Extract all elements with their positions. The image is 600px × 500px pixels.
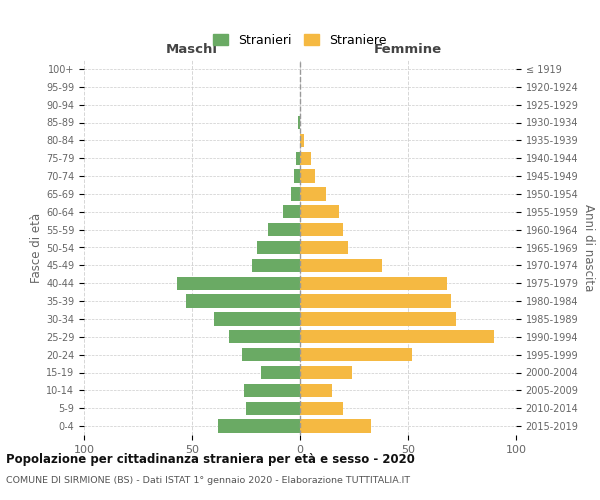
Text: Maschi: Maschi <box>166 44 218 56</box>
Bar <box>244 384 300 397</box>
Bar <box>261 366 300 379</box>
Bar <box>242 348 300 362</box>
Bar <box>292 187 300 200</box>
Bar <box>214 312 300 326</box>
Bar <box>300 294 451 308</box>
Legend: Stranieri, Straniere: Stranieri, Straniere <box>208 28 392 52</box>
Bar <box>300 152 311 165</box>
Bar <box>268 223 300 236</box>
Text: Femmine: Femmine <box>374 44 442 56</box>
Bar <box>300 276 447 290</box>
Bar <box>300 223 343 236</box>
Bar <box>246 402 300 415</box>
Bar <box>229 330 300 344</box>
Text: Popolazione per cittadinanza straniera per età e sesso - 2020: Popolazione per cittadinanza straniera p… <box>6 452 415 466</box>
Bar <box>300 420 371 433</box>
Text: COMUNE DI SIRMIONE (BS) - Dati ISTAT 1° gennaio 2020 - Elaborazione TUTTITALIA.I: COMUNE DI SIRMIONE (BS) - Dati ISTAT 1° … <box>6 476 410 485</box>
Bar <box>218 420 300 433</box>
Bar <box>300 187 326 200</box>
Bar <box>300 258 382 272</box>
Bar <box>300 170 315 183</box>
Bar <box>298 116 300 129</box>
Bar <box>300 348 412 362</box>
Bar <box>300 134 304 147</box>
Bar <box>296 152 300 165</box>
Bar <box>300 241 347 254</box>
Bar <box>185 294 300 308</box>
Bar <box>300 402 343 415</box>
Bar <box>300 205 339 218</box>
Bar <box>257 241 300 254</box>
Bar <box>177 276 300 290</box>
Bar <box>300 312 455 326</box>
Y-axis label: Fasce di età: Fasce di età <box>30 212 43 282</box>
Bar <box>300 330 494 344</box>
Bar <box>253 258 300 272</box>
Bar <box>283 205 300 218</box>
Bar <box>300 384 332 397</box>
Y-axis label: Anni di nascita: Anni di nascita <box>582 204 595 291</box>
Bar <box>300 366 352 379</box>
Bar <box>293 170 300 183</box>
